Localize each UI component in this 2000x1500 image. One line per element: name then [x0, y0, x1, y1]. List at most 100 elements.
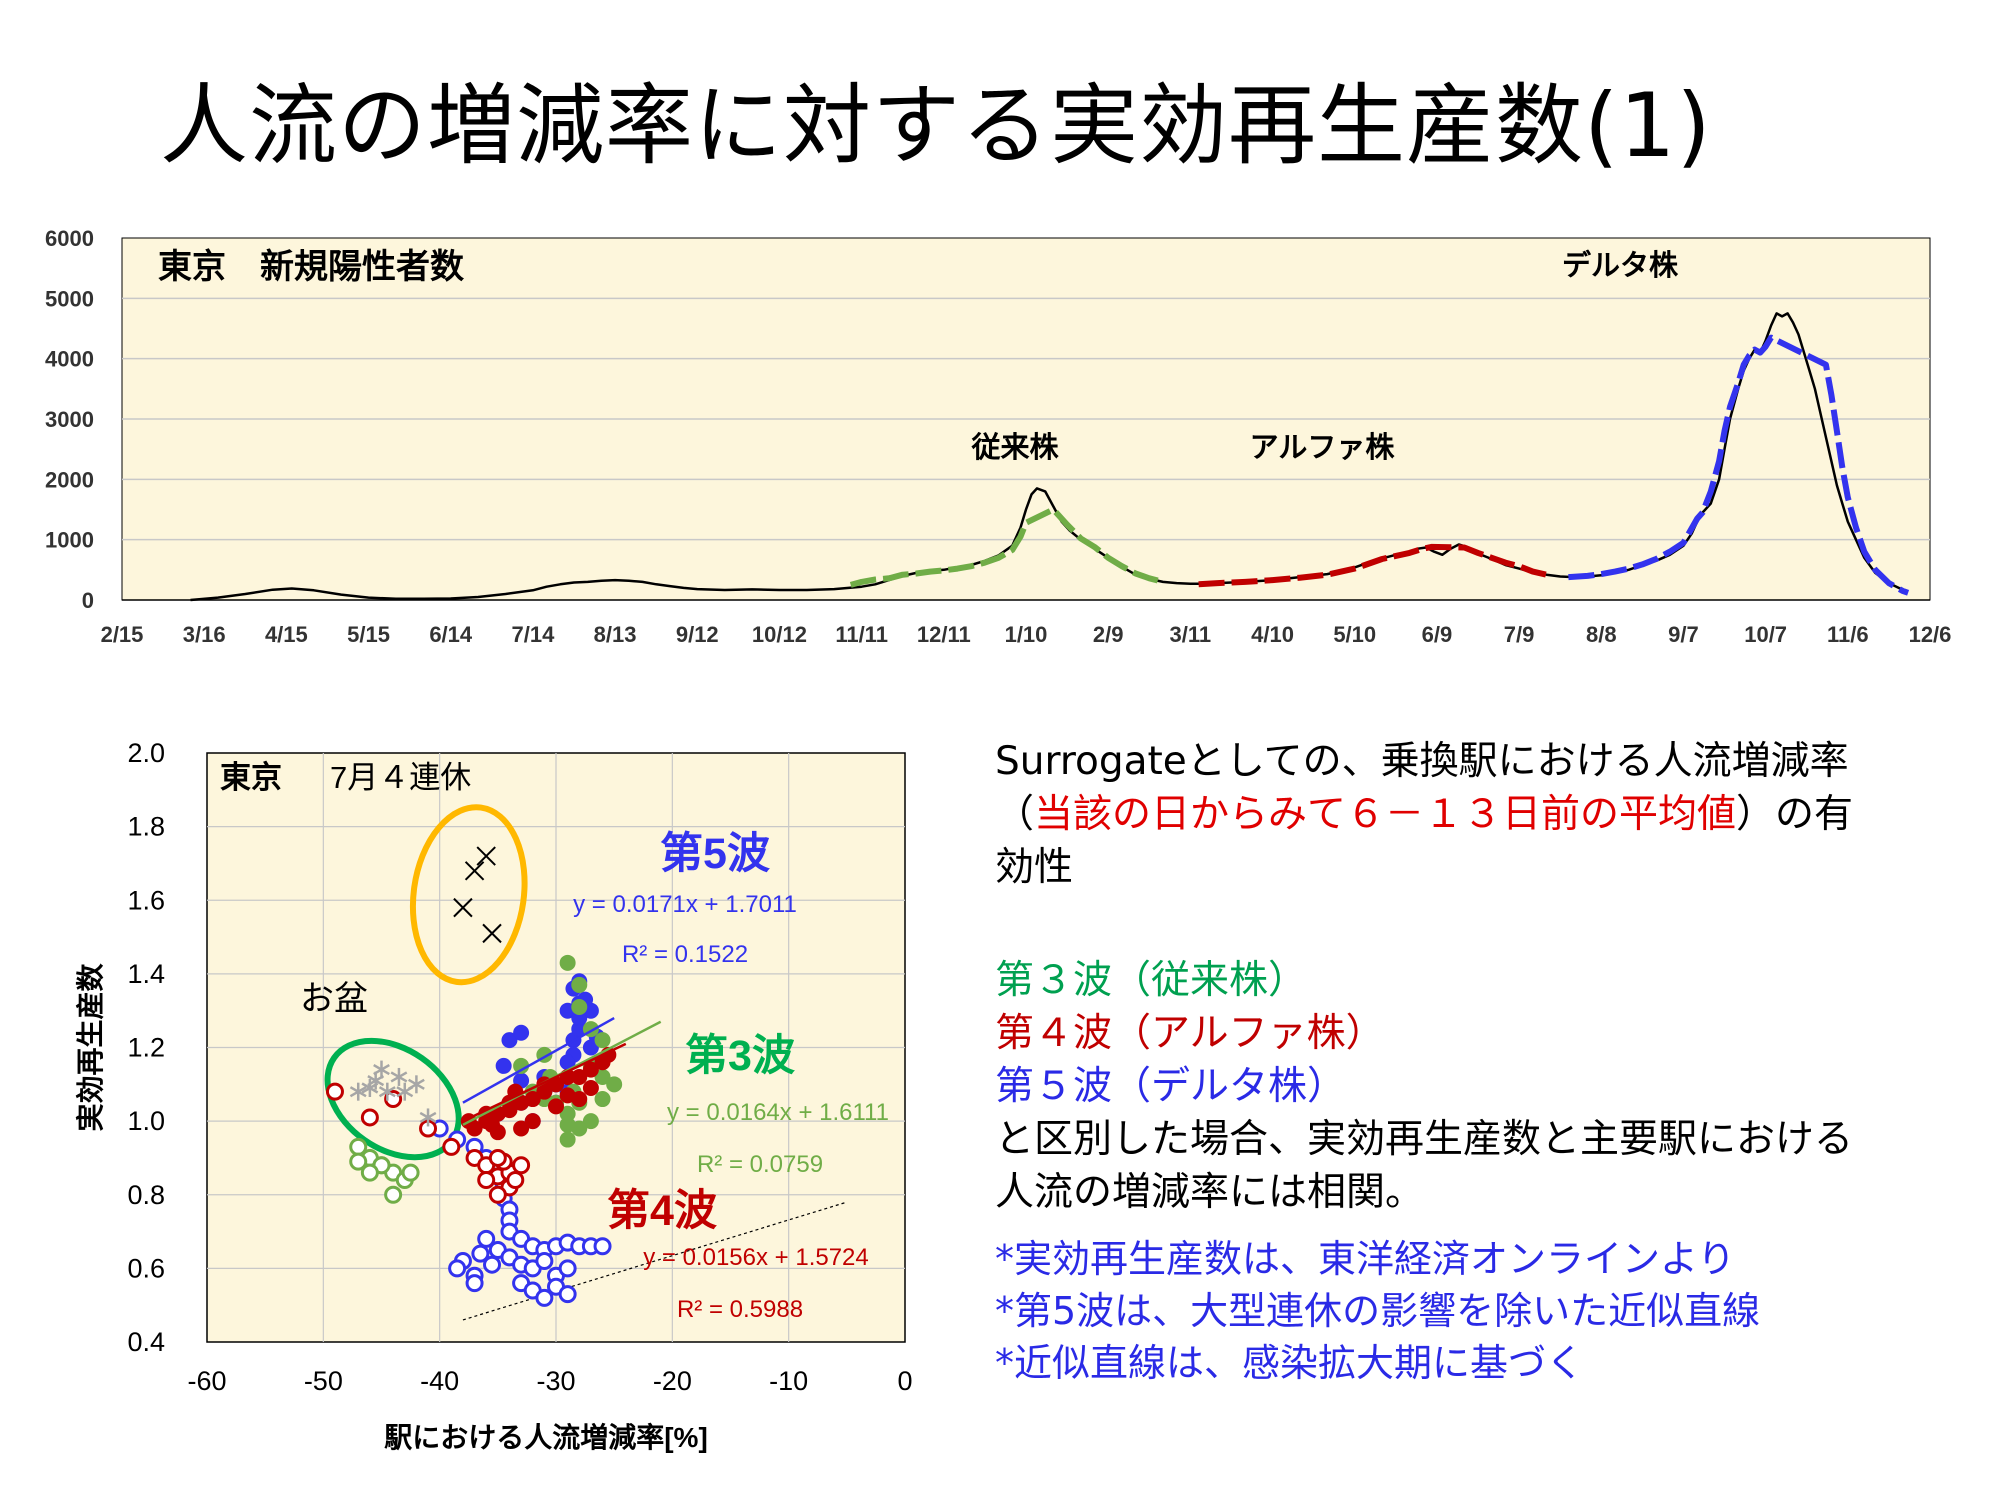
data-point-open — [442, 1137, 461, 1156]
x-tick-label: 10/7 — [1744, 622, 1787, 647]
wave5-r2: R² = 0.1522 — [622, 941, 748, 968]
x-tick-label: 3/16 — [183, 622, 226, 647]
intro-line-3: 効性 — [995, 845, 1074, 890]
asterisk-stroke — [367, 1075, 385, 1087]
wave-overlay-line — [1198, 543, 1548, 588]
x-tick-label: 9/12 — [676, 622, 719, 647]
y-tick-label: 1000 — [45, 528, 94, 553]
x-tick-label: 11/11 — [835, 622, 888, 647]
wave3-legend-text: 第３波（従来株） — [995, 958, 1308, 1003]
x-tick-label: -20 — [653, 1366, 692, 1396]
x-tick-label: -60 — [187, 1366, 226, 1396]
wave4-legend-text: 第４波（アルファ株） — [995, 1011, 1385, 1056]
data-point-open — [488, 1185, 507, 1204]
data-point-open — [448, 1259, 467, 1278]
y-tick-label: 2.0 — [127, 738, 165, 768]
y-tick-label: 1.6 — [127, 885, 165, 915]
data-point-open — [384, 1185, 403, 1204]
wave-overlay-line — [1568, 334, 1910, 596]
x-tick-label: 2/9 — [1093, 622, 1124, 647]
x-tick-label: 6/9 — [1422, 622, 1453, 647]
data-point-filled — [513, 1120, 530, 1137]
new-cases-line-chart: 0 1000 2000 3000 4000 5000 6000 2/15 3/16 4/15 5/1… — [45, 226, 1952, 647]
data-point-filled — [594, 1091, 611, 1108]
annotation-alpha-strain: アルファ株 — [1250, 431, 1396, 464]
data-point-filled — [466, 1120, 483, 1137]
data-point-filled — [484, 1116, 501, 1133]
x-tick-label: 9/7 — [1668, 622, 1699, 647]
y-tick-label: 3000 — [45, 407, 94, 432]
x-tick-label: 12/11 — [917, 622, 971, 647]
holiday-x-point — [453, 897, 473, 918]
x-tick-label: 4/10 — [1251, 622, 1294, 647]
x-tick-label: 5/10 — [1333, 622, 1376, 647]
data-point-filled — [513, 1024, 530, 1041]
holiday-x-point — [464, 861, 485, 881]
x-axis-title: 駅における人流増減率[%] — [384, 1421, 708, 1453]
y-tick-label: 0.4 — [127, 1327, 165, 1357]
y-tick-label: 1.2 — [127, 1033, 165, 1063]
intro-line-1: Surrogateとしての、乗換駅における人流増減率 — [995, 739, 1849, 784]
data-point-open — [558, 1259, 577, 1278]
footnote-1: *実効再生産数は、東洋経済オンラインより — [995, 1237, 1736, 1281]
x-stroke — [464, 861, 485, 881]
asterisk-stroke — [378, 1086, 396, 1098]
x-tick-label: 11/6 — [1827, 622, 1869, 647]
data-point-filled — [559, 954, 576, 971]
asterisk-stroke — [349, 1086, 367, 1098]
data-point-filled — [571, 1091, 588, 1108]
obon-asterisk-point — [390, 1067, 408, 1086]
rt-vs-mobility-scatter-chart: -60 -50 -40 -30 -20 -10 0 0.4 0.6 0.8 1.0 1.2 1.4 1.6… — [74, 738, 913, 1453]
data-point-open — [360, 1108, 379, 1127]
x-tick-label: 3/11 — [1170, 622, 1212, 647]
holiday-x-point — [482, 923, 502, 944]
x-tick-label: 2/15 — [101, 622, 144, 647]
data-point-filled — [571, 976, 588, 993]
y-tick-label: 1.4 — [127, 959, 165, 989]
data-point-open — [558, 1285, 577, 1304]
x-tick-label: 12/6 — [1909, 622, 1952, 647]
data-point-filled — [582, 1061, 599, 1078]
wave5-equation: y = 0.0171x + 1.7011 — [573, 891, 797, 918]
data-point-filled — [606, 1076, 623, 1093]
x-tick-label: 10/12 — [752, 622, 807, 647]
data-point-filled — [524, 1091, 541, 1108]
x-tick-label: 0 — [897, 1366, 912, 1396]
chart-label-tokyo: 東京 新規陽性者数 — [158, 248, 464, 286]
data-point-open — [593, 1237, 612, 1256]
data-point-filled — [594, 1032, 611, 1049]
x-tick-label: -10 — [769, 1366, 808, 1396]
data-point-filled — [501, 1032, 518, 1049]
data-point-open — [512, 1156, 531, 1175]
x-tick-label: -30 — [536, 1366, 575, 1396]
conclusion-line-1: と区別した場合、実効再生産数と主要駅における — [995, 1117, 1854, 1162]
obon-asterisk-point — [419, 1108, 437, 1127]
y-tick-label: 2000 — [45, 467, 94, 492]
y-tick-label: 5000 — [45, 286, 94, 311]
y-tick-label: 0 — [82, 588, 94, 613]
asterisk-stroke — [419, 1111, 437, 1124]
holiday-ellipse — [409, 804, 528, 986]
annotation-original-strain: 従来株 — [970, 431, 1059, 464]
y-tick-label: 6000 — [45, 226, 94, 251]
data-point-open — [535, 1288, 554, 1307]
wave3-equation: y = 0.0164x + 1.6111 — [667, 1099, 889, 1126]
footnote-3: *近似直線は、感染拡大期に基づく — [995, 1341, 1585, 1385]
annotation-delta-strain: デルタ株 — [1562, 248, 1679, 282]
data-point-open — [535, 1252, 554, 1271]
data-point-open — [488, 1148, 507, 1167]
y-tick-label: 0.6 — [127, 1253, 165, 1283]
data-point-filled — [571, 1068, 588, 1085]
x-tick-label: 6/14 — [429, 622, 473, 647]
data-point-open — [465, 1274, 484, 1293]
x-tick-label: 8/8 — [1586, 622, 1617, 647]
data-point-filled — [495, 1057, 512, 1074]
x-tick-label: 5/15 — [347, 622, 390, 647]
obon-asterisk-point — [349, 1082, 367, 1101]
y-tick-label: 4000 — [45, 347, 94, 372]
obon-asterisk-point — [407, 1075, 425, 1094]
data-point-open — [349, 1152, 368, 1171]
data-point-open — [506, 1171, 525, 1190]
obon-asterisk-point — [367, 1071, 385, 1090]
explanation-text: Surrogateとしての、乗換駅における人流増減率 （当該の日からみて６－１３… — [995, 735, 1985, 1389]
